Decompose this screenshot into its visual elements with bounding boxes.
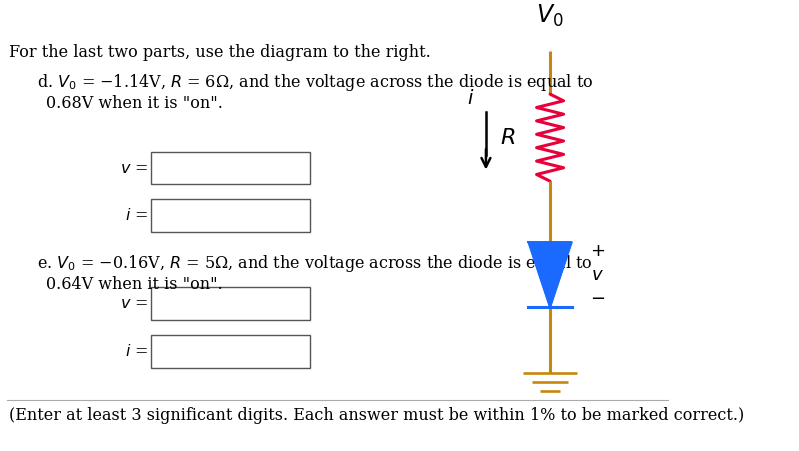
Text: $i$ =: $i$ = <box>125 207 149 225</box>
Text: $i$: $i$ <box>467 89 475 108</box>
Text: $v$ =: $v$ = <box>120 295 149 313</box>
Text: e. $V_0$ = −0.16V, $R$ = 5Ω, and the voltage across the diode is equal to: e. $V_0$ = −0.16V, $R$ = 5Ω, and the vol… <box>37 253 593 274</box>
FancyBboxPatch shape <box>151 287 310 320</box>
Text: $R$: $R$ <box>499 127 515 149</box>
Text: $v$: $v$ <box>590 266 603 284</box>
Text: 0.64V when it is "on".: 0.64V when it is "on". <box>46 276 223 293</box>
Text: $i$ =: $i$ = <box>125 343 149 360</box>
Text: −: − <box>590 290 606 308</box>
Text: d. $V_0$ = −1.14V, $R$ = 6Ω, and the voltage across the diode is equal to: d. $V_0$ = −1.14V, $R$ = 6Ω, and the vol… <box>37 72 594 93</box>
Polygon shape <box>528 242 571 308</box>
FancyBboxPatch shape <box>151 199 310 232</box>
Text: (Enter at least 3 significant digits. Each answer must be within 1% to be marked: (Enter at least 3 significant digits. Ea… <box>9 407 744 424</box>
FancyBboxPatch shape <box>151 335 310 368</box>
Text: 0.68V when it is "on".: 0.68V when it is "on". <box>46 95 223 112</box>
FancyBboxPatch shape <box>151 152 310 184</box>
Text: +: + <box>590 242 606 260</box>
Text: $V_0$: $V_0$ <box>536 3 564 29</box>
Text: For the last two parts, use the diagram to the right.: For the last two parts, use the diagram … <box>9 44 431 61</box>
Text: $v$ =: $v$ = <box>120 160 149 177</box>
